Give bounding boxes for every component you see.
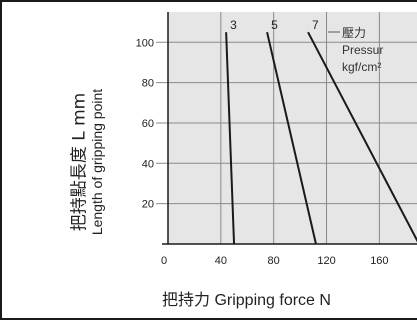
series-line-5	[266, 31, 317, 245]
x-tick-label: 80	[268, 255, 280, 267]
y-axis-label-english: Length of gripping point	[89, 88, 105, 236]
series-label-7: 7	[312, 18, 319, 32]
y-tick-label: 60	[142, 118, 154, 130]
y-tick-label: 40	[142, 158, 154, 170]
series-label-5: 5	[271, 18, 278, 32]
series-label-3: 3	[230, 18, 237, 32]
legend-label-english: Pressur	[342, 43, 384, 57]
y-axis-label-group: 把持點長度 L mm Length of gripping point	[39, 89, 139, 235]
y-tick-label: 80	[142, 78, 154, 90]
y-axis-label-chinese: 把持點長度 L mm	[69, 92, 90, 232]
x-tick-label: 160	[370, 255, 388, 267]
x-axis-label: 把持力 Gripping force N	[162, 292, 331, 309]
y-tick-label: 100	[136, 37, 154, 49]
series-line-3	[225, 32, 236, 245]
x-tick-label: 0	[161, 255, 167, 267]
legend-unit: kgf/cm²	[342, 60, 382, 74]
legend-label-chinese: 壓力	[342, 26, 367, 40]
chart-legend: 壓力 Pressur kgf/cm²	[342, 25, 383, 76]
x-tick-label: 120	[317, 255, 335, 267]
x-tick-label: 40	[215, 255, 227, 267]
series-line-7	[307, 31, 417, 243]
y-tick-label: 20	[142, 199, 154, 211]
plot-background	[168, 12, 417, 244]
